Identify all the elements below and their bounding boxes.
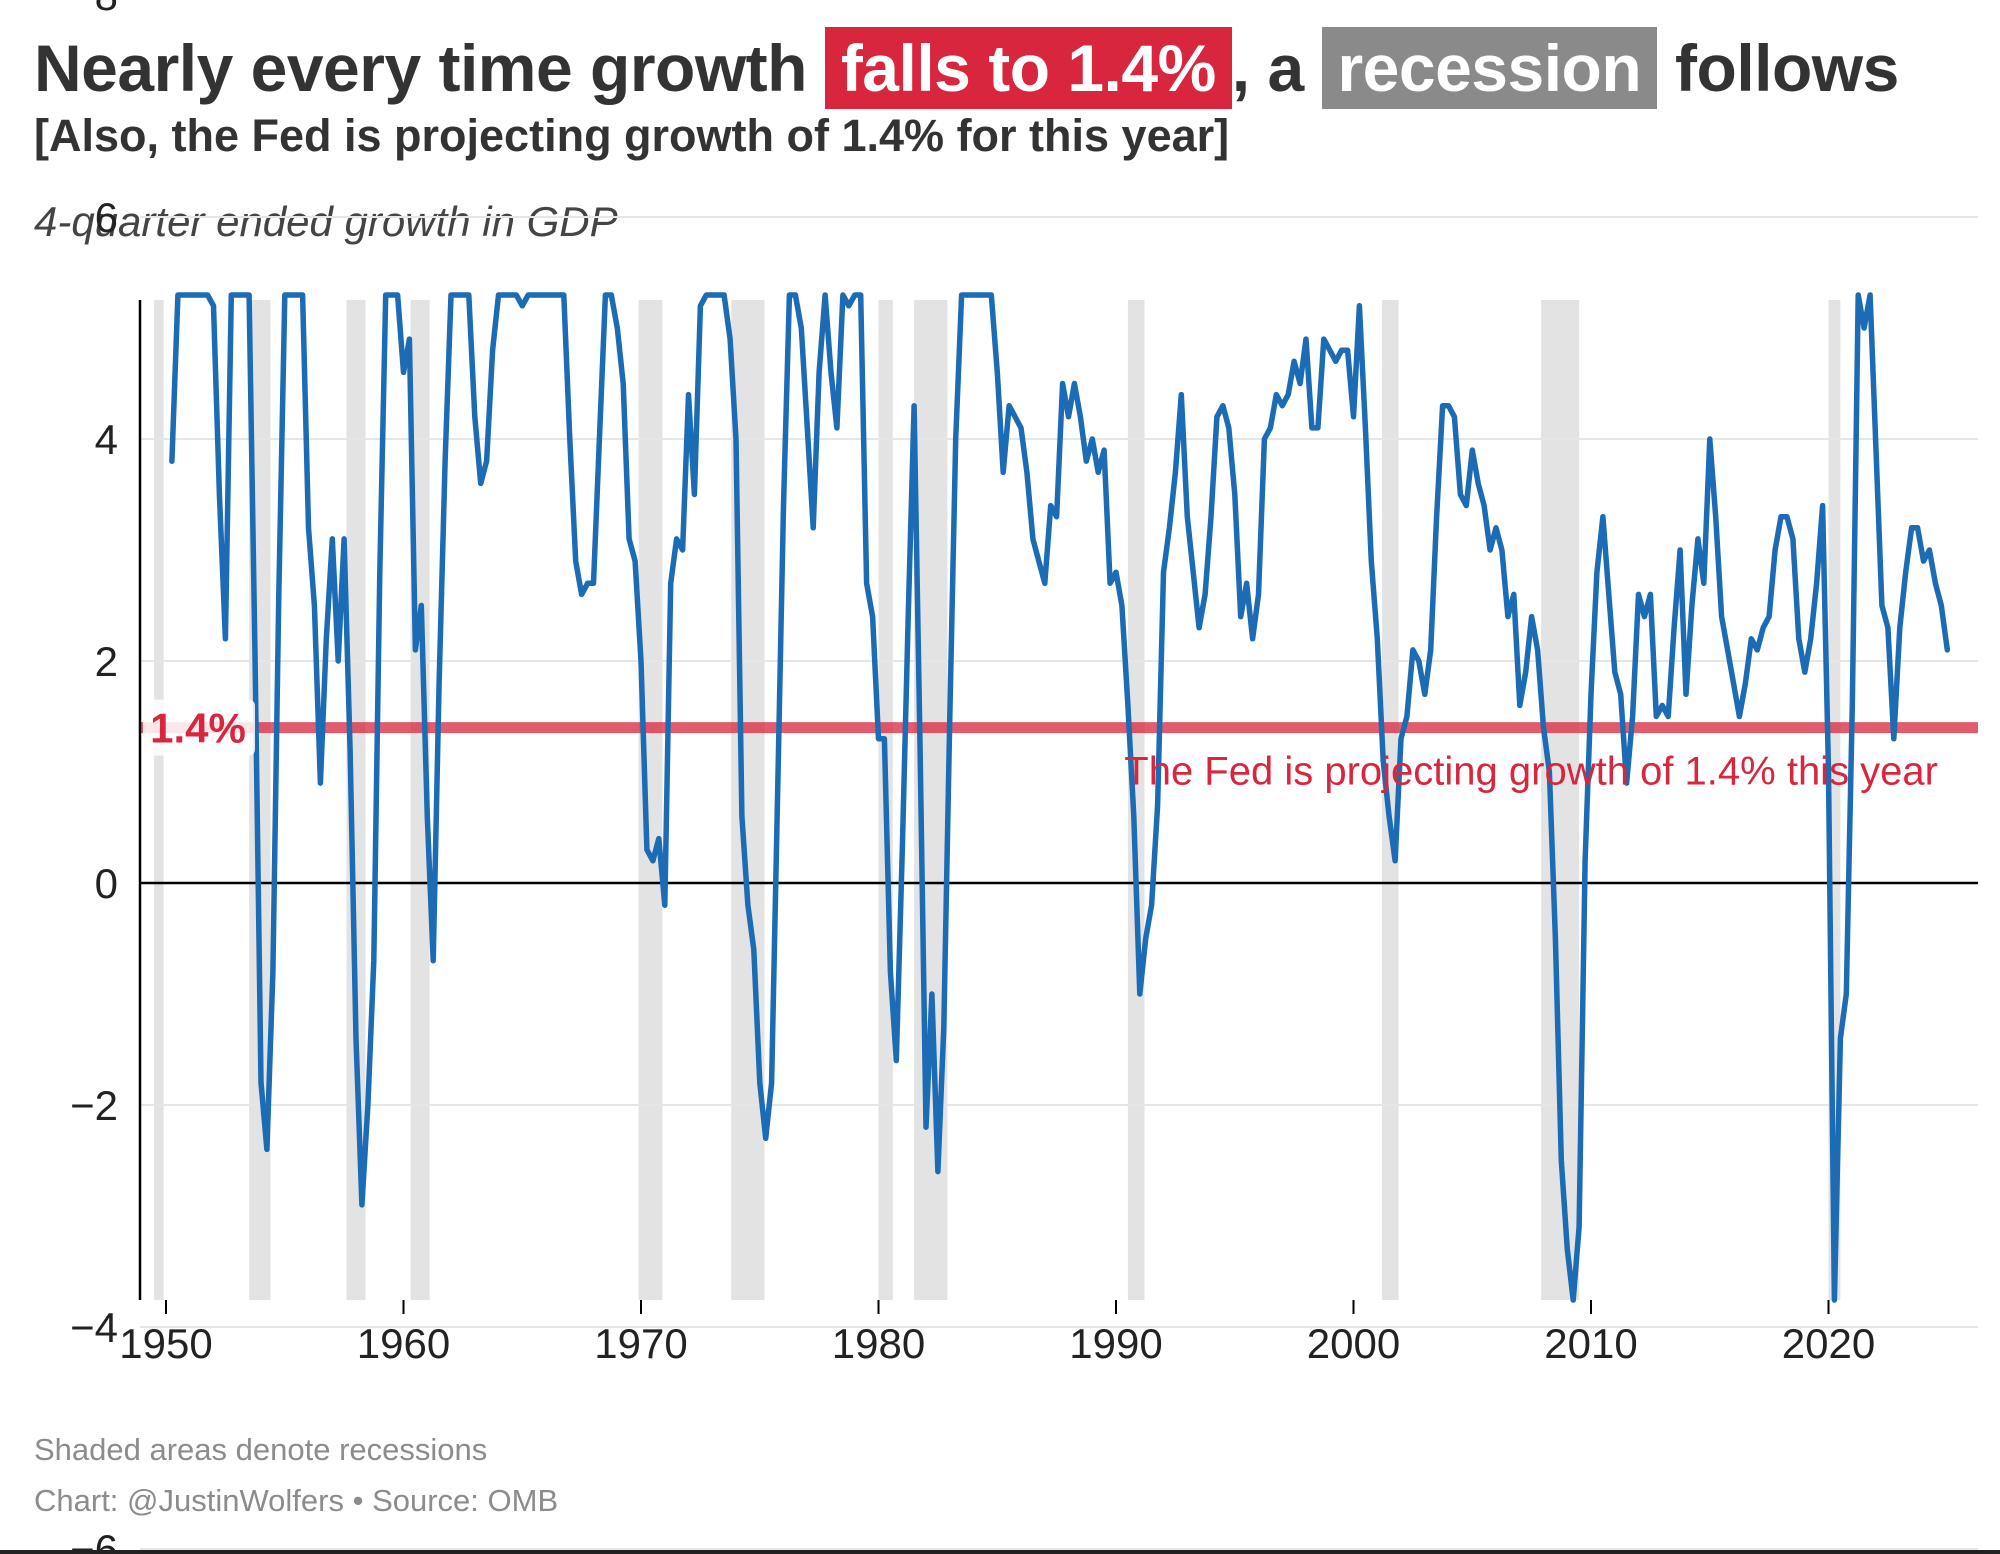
title-part-middle: , a	[1231, 31, 1322, 105]
chart-subtitle: [Also, the Fed is projecting growth of 1…	[34, 110, 1230, 161]
y-tick-label-0: 0	[95, 860, 118, 907]
footer-credit: Chart: @JustinWolfers • Source: OMB	[34, 1483, 559, 1518]
y-tick-label-2: 2	[95, 638, 118, 685]
y-tick-label-4: 4	[95, 416, 118, 463]
recession-band-8	[1127, 300, 1145, 1300]
footer-note: Shaded areas denote recessions	[34, 1432, 488, 1467]
x-tick-label-1990: 1990	[1069, 1320, 1162, 1367]
bottom-rule	[0, 1550, 2000, 1554]
y-axis-ticks: 10%86420−2−4−6	[70, 0, 118, 1554]
title-highlight-recession: recession	[1321, 27, 1658, 109]
x-tick-label-2010: 2010	[1544, 1320, 1637, 1367]
y-tick-label-6: 6	[95, 194, 118, 241]
x-tick-label-1960: 1960	[357, 1320, 450, 1367]
recession-band-9	[1382, 300, 1399, 1300]
y-tick-label--2: −2	[70, 1082, 118, 1129]
x-tick-label-1970: 1970	[594, 1320, 687, 1367]
x-axis-ticks: 1950 1960 1970 1980 1990 2000 2010 2020	[119, 1300, 1875, 1367]
reference-label-group: 1.4%	[143, 699, 255, 756]
x-tick-label-1980: 1980	[832, 1320, 925, 1367]
x-tick-label-2000: 2000	[1307, 1320, 1400, 1367]
chart-title: Nearly every time growth falls to 1.4%, …	[34, 27, 1899, 109]
y-tick-label--6: −6	[70, 1526, 118, 1554]
title-part-before: Nearly every time growth	[34, 31, 825, 105]
recession-band-2	[346, 300, 366, 1300]
reference-annotation: The Fed is projecting growth of 1.4% thi…	[1124, 750, 1938, 794]
y-tick-label-8: 8	[95, 0, 118, 19]
x-tick-label-2020: 2020	[1782, 1320, 1875, 1367]
series-line-gdp-growth	[169, 292, 1951, 1303]
reference-label-background	[143, 699, 255, 756]
reference-label: 1.4%	[150, 705, 246, 752]
recession-band-4	[638, 300, 663, 1300]
y-tick-label--4: −4	[70, 1304, 118, 1351]
recession-band-11	[1828, 300, 1841, 1300]
x-tick-label-1950: 1950	[119, 1320, 212, 1367]
axis-description: 4-quarter ended growth in GDP	[34, 198, 618, 245]
recession-band-0	[154, 300, 164, 1300]
title-part-after: follows	[1657, 31, 1899, 105]
title-highlight-falls: falls to 1.4%	[824, 27, 1232, 109]
